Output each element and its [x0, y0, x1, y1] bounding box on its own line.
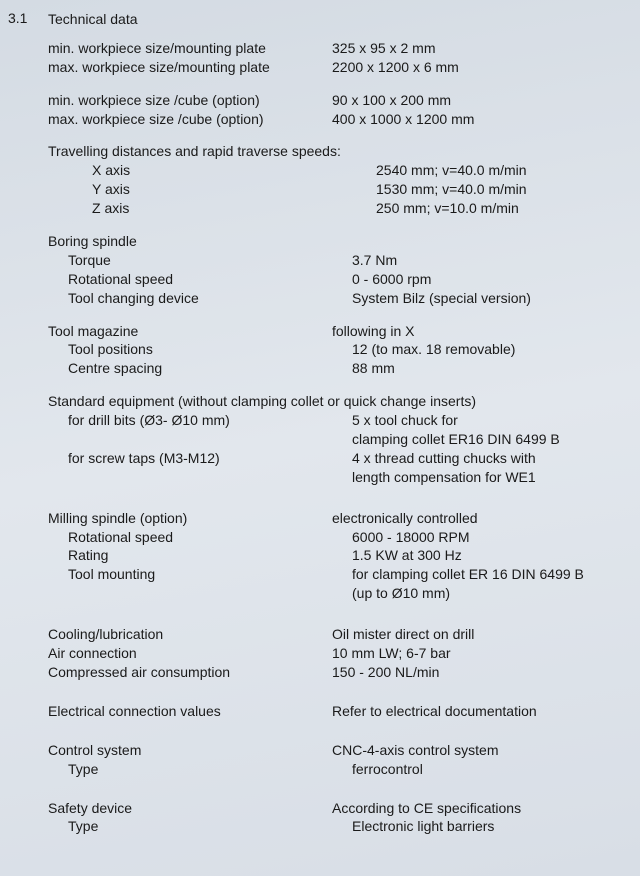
magazine-heading: Tool magazine — [48, 322, 332, 341]
value: According to CE specifications — [332, 799, 628, 818]
value: 0 - 6000 rpm — [352, 270, 628, 289]
label: max. workpiece size/mounting plate — [48, 58, 332, 77]
std-equip-heading: Standard equipment (without clamping col… — [48, 392, 628, 411]
value: 4 x thread cutting chucks with — [352, 449, 628, 468]
label: for screw taps (M3-M12) — [48, 449, 352, 468]
value: Oil mister direct on drill — [332, 625, 628, 644]
value: 400 x 1000 x 1200 mm — [332, 110, 628, 129]
value: length compensation for WE1 — [352, 468, 628, 487]
control-heading: Control system — [48, 741, 332, 760]
section-title: Technical data — [48, 10, 628, 29]
label: Rating — [48, 546, 352, 565]
label: Rotational speed — [48, 270, 352, 289]
label: for drill bits (Ø3- Ø10 mm) — [48, 411, 352, 430]
label: Rotational speed — [48, 528, 352, 547]
value: 2200 x 1200 x 6 mm — [332, 58, 628, 77]
value: 250 mm; v=10.0 m/min — [376, 199, 628, 218]
boring-heading: Boring spindle — [48, 232, 628, 251]
value: following in X — [332, 322, 628, 341]
value: (up to Ø10 mm) — [352, 584, 628, 603]
label: Tool mounting — [48, 565, 352, 584]
label: Z axis — [48, 199, 376, 218]
label: X axis — [48, 161, 376, 180]
value: Electronic light barriers — [352, 817, 628, 836]
value: for clamping collet ER 16 DIN 6499 B — [352, 565, 628, 584]
travel-heading: Travelling distances and rapid traverse … — [48, 142, 628, 161]
value: CNC-4-axis control system — [332, 741, 628, 760]
value: 90 x 100 x 200 mm — [332, 91, 628, 110]
value: 10 mm LW; 6-7 bar — [332, 644, 628, 663]
value: 3.7 Nm — [352, 251, 628, 270]
milling-heading: Milling spindle (option) — [48, 509, 332, 528]
label: Y axis — [48, 180, 376, 199]
section-number: 3.1 — [8, 10, 48, 850]
value: 12 (to max. 18 removable) — [352, 340, 628, 359]
label: Torque — [48, 251, 352, 270]
value: 6000 - 18000 RPM — [352, 528, 628, 547]
label: Type — [48, 760, 352, 779]
label: Tool positions — [48, 340, 352, 359]
label: Cooling/lubrication — [48, 625, 332, 644]
label: Electrical connection values — [48, 702, 332, 721]
value: 325 x 95 x 2 mm — [332, 39, 628, 58]
label: Type — [48, 817, 352, 836]
value: 88 mm — [352, 359, 628, 378]
value: clamping collet ER16 DIN 6499 B — [352, 430, 628, 449]
label: min. workpiece size /cube (option) — [48, 91, 332, 110]
label: min. workpiece size/mounting plate — [48, 39, 332, 58]
value: 1530 mm; v=40.0 m/min — [376, 180, 628, 199]
label: Tool changing device — [48, 289, 352, 308]
value: 5 x tool chuck for — [352, 411, 628, 430]
label: max. workpiece size /cube (option) — [48, 110, 332, 129]
label: Centre spacing — [48, 359, 352, 378]
value: System Bilz (special version) — [352, 289, 628, 308]
value: 2540 mm; v=40.0 m/min — [376, 161, 628, 180]
safety-heading: Safety device — [48, 799, 332, 818]
value: 1.5 KW at 300 Hz — [352, 546, 628, 565]
value: ferrocontrol — [352, 760, 628, 779]
label: Compressed air consumption — [48, 663, 332, 682]
value: electronically controlled — [332, 509, 628, 528]
value: 150 - 200 NL/min — [332, 663, 628, 682]
value: Refer to electrical documentation — [332, 702, 628, 721]
label: Air connection — [48, 644, 332, 663]
